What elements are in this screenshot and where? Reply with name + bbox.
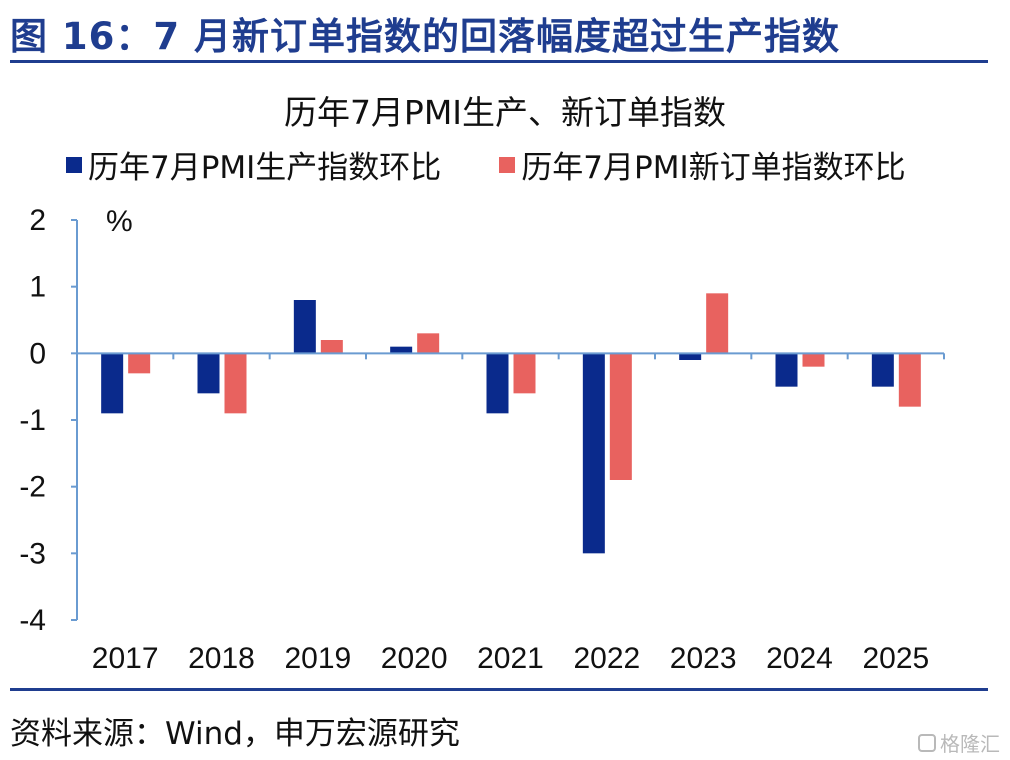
bar-production-2019 [293, 300, 316, 354]
x-tick-label: 2017 [92, 642, 159, 675]
bar-production-2020 [390, 346, 413, 354]
x-tick-label: 2022 [573, 642, 640, 675]
watermark-logo-icon [918, 733, 936, 752]
bar-new-orders-2024 [802, 353, 825, 367]
bar-production-2018 [197, 353, 220, 394]
legend-swatch-new-orders [499, 156, 516, 173]
y-tick-label: 1 [29, 271, 46, 304]
bar-new-orders-2021 [513, 353, 536, 394]
x-tick-label: 2024 [766, 642, 833, 675]
y-tick-label: -3 [19, 537, 46, 570]
bar-production-2024 [775, 353, 798, 387]
source-rule [10, 688, 988, 691]
y-tick-label: -1 [19, 404, 46, 437]
bar-new-orders-2018 [224, 353, 247, 414]
bar-production-2025 [871, 353, 894, 387]
y-tick-label: -4 [19, 604, 46, 637]
bar-new-orders-2019 [320, 340, 343, 354]
bar-chart: 2 1 0 -1 -2 -3 -4% 2017 2018 2019 2020 2021 2022 2023… [19, 204, 945, 675]
x-tick-label: 2025 [862, 642, 929, 675]
legend-label-production: 历年7月PMI生产指数环比 [88, 150, 442, 186]
bar-new-orders-2022 [609, 353, 632, 480]
x-tick-label: 2020 [381, 642, 448, 675]
legend-item-new-orders: 历年7月PMI新订单指数环比 [499, 142, 906, 187]
x-tick-label: 2019 [284, 642, 351, 675]
figure-title: 图 16：7 月新订单指数的回落幅度超过生产指数 [10, 15, 840, 58]
legend-item-production: 历年7月PMI生产指数环比 [66, 142, 441, 187]
watermark: 格隆汇 [918, 728, 1000, 757]
x-tick-label: 2018 [188, 642, 255, 675]
y-tick-label: 2 [29, 204, 46, 237]
bar-new-orders-2020 [417, 333, 440, 354]
bar-production-2021 [486, 353, 509, 414]
y-tick-label: 0 [29, 337, 46, 370]
bar-new-orders-2017 [128, 353, 151, 374]
bar-production-2022 [582, 353, 605, 554]
chart-title: 历年7月PMI生产、新订单指数 [283, 93, 727, 132]
chart-legend: 历年7月PMI生产指数环比 历年7月PMI新订单指数环比 [66, 142, 906, 187]
legend-label-new-orders: 历年7月PMI新订单指数环比 [521, 150, 906, 186]
x-tick-label: 2023 [670, 642, 737, 675]
y-unit-label: % [106, 205, 133, 238]
bar-new-orders-2023 [706, 293, 729, 354]
legend-swatch-production [66, 156, 82, 173]
bar-new-orders-2025 [898, 353, 921, 407]
source-note: 资料来源：Wind，申万宏源研究 [10, 716, 460, 752]
watermark-text: 格隆汇 [940, 732, 1000, 756]
y-tick-label: -2 [19, 471, 46, 504]
bar-production-2023 [679, 353, 702, 360]
title-rule [10, 60, 988, 63]
bar-production-2017 [101, 353, 124, 414]
x-tick-label: 2021 [477, 642, 544, 675]
